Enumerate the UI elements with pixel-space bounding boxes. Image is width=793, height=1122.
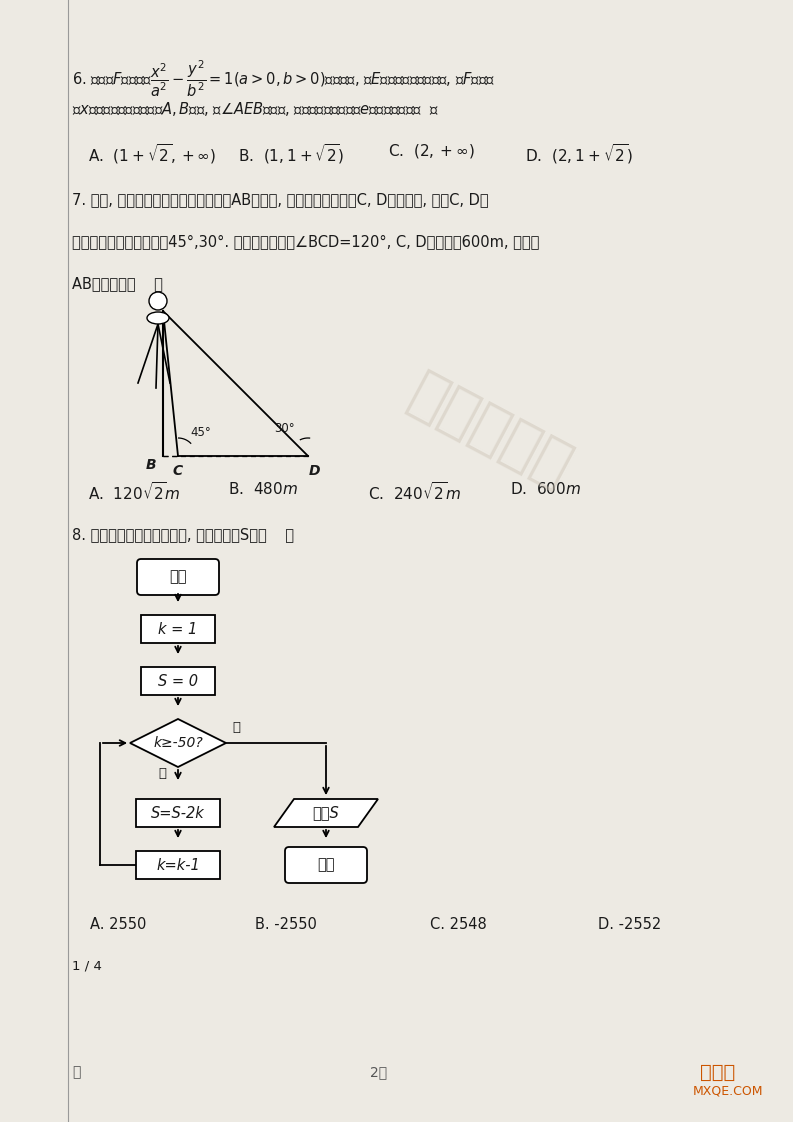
Text: S=S-2k: S=S-2k — [151, 806, 205, 820]
Text: k = 1: k = 1 — [159, 622, 197, 636]
Text: 7. 如图, 要测量底部不能到达的某铁塔AB的高度, 在塔的同一侧选择C, D两观测点, 且在C, D两: 7. 如图, 要测量底部不能到达的某铁塔AB的高度, 在塔的同一侧选择C, D两… — [72, 192, 488, 206]
Text: S = 0: S = 0 — [158, 673, 198, 689]
Text: 点测得塔顶的仰角分别为45°,30°. 在水平面上测得∠BCD=120°, C, D两地相距600m, 则铁塔: 点测得塔顶的仰角分别为45°,30°. 在水平面上测得∠BCD=120°, C,… — [72, 234, 539, 249]
Text: D.  $(2,1+\sqrt{2})$: D. $(2,1+\sqrt{2})$ — [525, 142, 633, 166]
Text: B.  $480m$: B. $480m$ — [228, 481, 298, 497]
Text: B: B — [146, 458, 156, 472]
Text: 45°: 45° — [190, 426, 211, 439]
Text: 输出S: 输出S — [312, 806, 339, 820]
Text: A.  $120\sqrt{2}m$: A. $120\sqrt{2}m$ — [88, 481, 181, 503]
Bar — [136, 799, 220, 827]
FancyBboxPatch shape — [285, 847, 367, 883]
Text: 是: 是 — [158, 767, 166, 780]
Text: C. 2548: C. 2548 — [430, 917, 487, 932]
Text: 非会员水印: 非会员水印 — [400, 364, 580, 496]
Text: D. -2552: D. -2552 — [598, 917, 661, 932]
Text: C: C — [173, 465, 183, 478]
Text: 30°: 30° — [274, 422, 295, 435]
FancyBboxPatch shape — [137, 559, 219, 595]
Text: k=k-1: k=k-1 — [156, 857, 200, 873]
Text: A: A — [150, 294, 160, 309]
Text: AB的高度是（    ）: AB的高度是（ ） — [72, 276, 163, 291]
Text: B. -2550: B. -2550 — [255, 917, 317, 932]
Text: A. 2550: A. 2550 — [90, 917, 147, 932]
Circle shape — [149, 292, 167, 310]
Polygon shape — [130, 719, 226, 767]
Bar — [136, 850, 220, 879]
Text: C.  $240\sqrt{2}m$: C. $240\sqrt{2}m$ — [368, 481, 461, 503]
Text: MXQE.COM: MXQE.COM — [693, 1085, 764, 1098]
Text: 结束: 结束 — [317, 857, 335, 873]
Text: 1 / 4: 1 / 4 — [72, 959, 102, 972]
Text: 于$x$轴的直线与双曲线交于$A,B$两点, 若∠$AEB$是钝角, 则该双曲线的离心率$e$的取值范围是（  ）: 于$x$轴的直线与双曲线交于$A,B$两点, 若∠$AEB$是钝角, 则该双曲线… — [72, 100, 439, 118]
Text: A.  $(1+\sqrt{2},+\infty)$: A. $(1+\sqrt{2},+\infty)$ — [88, 142, 216, 166]
Text: B.  $(1,1+\sqrt{2})$: B. $(1,1+\sqrt{2})$ — [238, 142, 344, 166]
Ellipse shape — [147, 312, 169, 324]
Text: 2第: 2第 — [370, 1065, 387, 1079]
Text: 开始: 开始 — [169, 570, 186, 585]
Polygon shape — [274, 799, 378, 827]
Text: 页: 页 — [72, 1065, 80, 1079]
Text: 否: 否 — [232, 721, 240, 734]
Bar — [141, 615, 215, 643]
Text: D.  $600m$: D. $600m$ — [510, 481, 581, 497]
Text: 6. 已知点$F$是双曲线$\dfrac{x^2}{a^2}-\dfrac{y^2}{b^2}=1(a>0,b>0)$的右焦点, 点$E$是该双曲线的左顶点, : 6. 已知点$F$是双曲线$\dfrac{x^2}{a^2}-\dfrac{y^… — [72, 58, 495, 99]
Text: 答案圈: 答案圈 — [700, 1063, 735, 1082]
Bar — [141, 666, 215, 695]
Text: k≥-50?: k≥-50? — [153, 736, 203, 749]
Text: 8. 如果执行下面的程序框图, 那么输出的S＝（    ）: 8. 如果执行下面的程序框图, 那么输出的S＝（ ） — [72, 527, 294, 542]
Text: C.  $(2,+\infty)$: C. $(2,+\infty)$ — [388, 142, 475, 160]
Text: D: D — [308, 465, 320, 478]
